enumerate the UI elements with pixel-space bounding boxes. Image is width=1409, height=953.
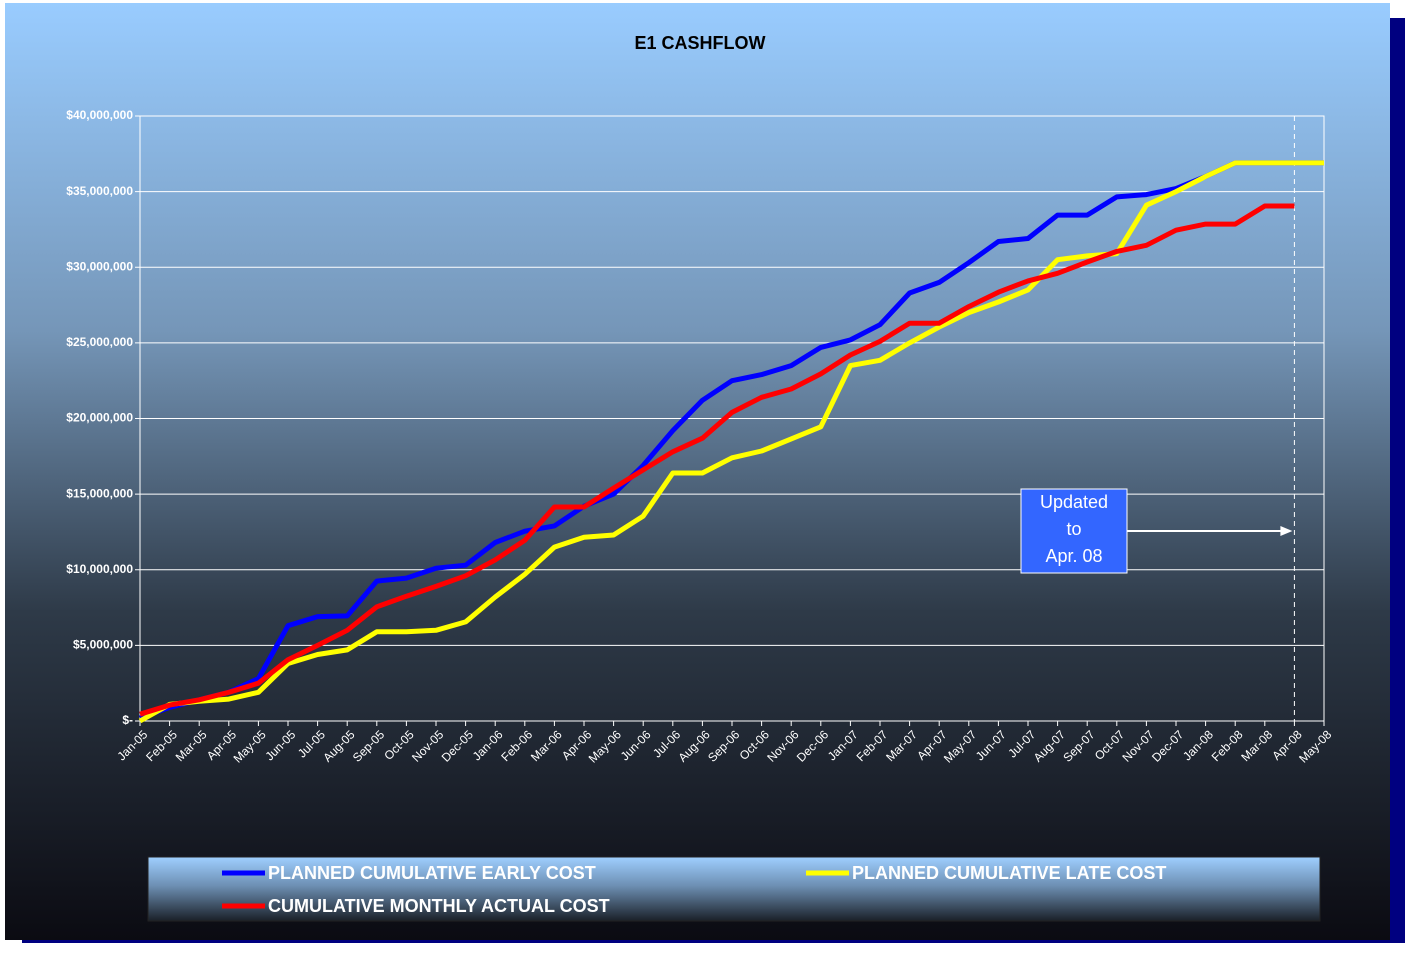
y-tick-label: $35,000,000 — [66, 184, 133, 198]
y-tick-label: $40,000,000 — [66, 108, 133, 122]
y-tick-label: $10,000,000 — [66, 562, 133, 576]
series-line — [139, 203, 1295, 717]
annotation-text: to — [1066, 519, 1081, 539]
y-tick-label: $25,000,000 — [66, 335, 133, 349]
series-line — [138, 160, 1324, 724]
legend — [147, 856, 1321, 922]
chart-title: E1 CASHFLOW — [634, 33, 765, 53]
legend-label: PLANNED CUMULATIVE EARLY COST — [268, 863, 596, 883]
annotation-box — [1020, 488, 1128, 574]
y-tick-label: $20,000,000 — [66, 411, 133, 425]
y-tick-label: $- — [122, 713, 133, 727]
y-tick-label: $30,000,000 — [66, 259, 133, 273]
annotation-text: Apr. 08 — [1045, 546, 1102, 566]
series-line — [139, 160, 1324, 721]
y-tick-label: $5,000,000 — [73, 638, 133, 652]
legend-label: CUMULATIVE MONTHLY ACTUAL COST — [268, 896, 610, 916]
legend-label: PLANNED CUMULATIVE LATE COST — [852, 863, 1166, 883]
annotation-text: Updated — [1040, 492, 1108, 512]
arrow-head — [1280, 526, 1293, 536]
y-tick-label: $15,000,000 — [66, 486, 133, 500]
